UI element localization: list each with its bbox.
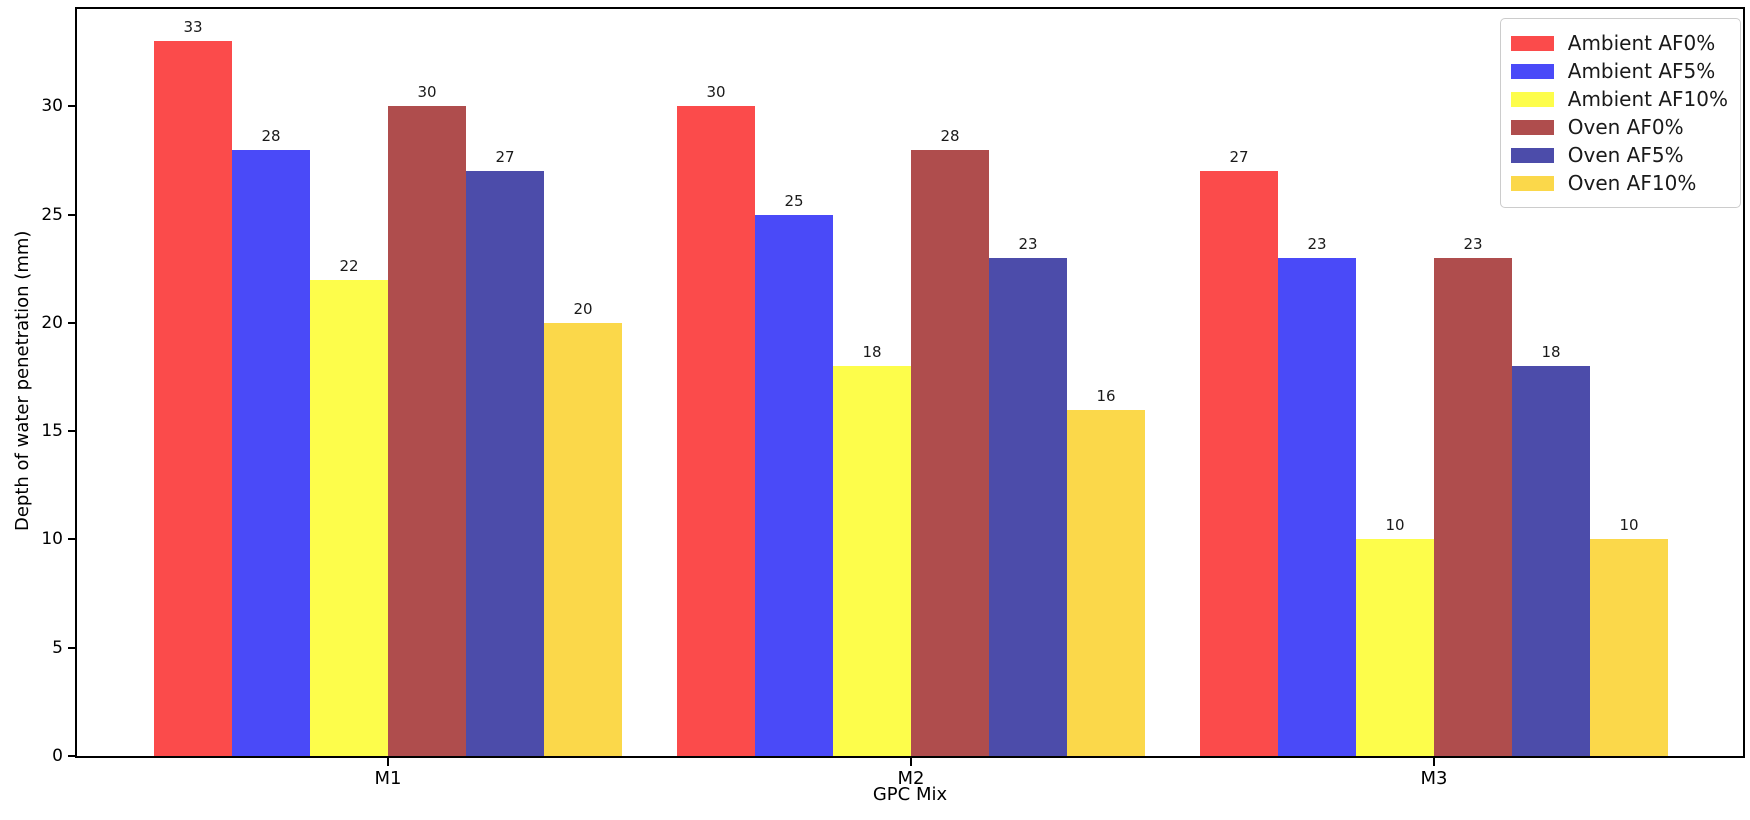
bar — [833, 366, 911, 756]
bar — [1590, 539, 1668, 756]
bar — [1434, 258, 1512, 756]
bar-value-label: 23 — [1463, 235, 1483, 253]
bar — [1278, 258, 1356, 756]
legend-label: Ambient AF10% — [1567, 87, 1728, 111]
bar — [544, 322, 622, 756]
bar — [1200, 171, 1278, 756]
legend-item: Oven AF0% — [1510, 115, 1728, 139]
legend-swatch — [1510, 35, 1554, 51]
legend-label: Oven AF0% — [1567, 115, 1684, 139]
legend-swatch — [1510, 147, 1554, 163]
bar-value-label: 27 — [1229, 148, 1249, 167]
bar — [755, 214, 833, 756]
y-tick-mark — [68, 755, 77, 757]
y-tick-label: 15 — [41, 421, 63, 442]
bar — [1512, 366, 1590, 756]
bar-value-label: 22 — [339, 256, 359, 275]
x-tick-label: M2 — [897, 768, 925, 789]
bar-value-label: 18 — [862, 343, 882, 362]
y-tick-label: 30 — [41, 96, 63, 117]
bar — [466, 171, 544, 756]
bar-value-label: 10 — [1619, 516, 1639, 535]
legend-item: Ambient AF0% — [1510, 31, 1728, 55]
bar-value-label: 25 — [784, 191, 804, 210]
bar-value-label: 23 — [1307, 235, 1327, 253]
bar — [388, 106, 466, 756]
y-tick-mark — [68, 538, 77, 541]
y-tick-mark — [68, 321, 77, 324]
bar — [1067, 409, 1145, 756]
y-tick-mark — [68, 430, 77, 433]
bar-value-label: 30 — [706, 83, 726, 102]
legend-item: Ambient AF5% — [1510, 59, 1728, 83]
y-tick-mark — [68, 213, 77, 216]
bar — [989, 258, 1067, 756]
y-tick-label: 5 — [52, 637, 63, 658]
legend-label: Oven AF5% — [1567, 143, 1684, 167]
legend-swatch — [1510, 91, 1554, 107]
y-tick-mark — [68, 105, 77, 108]
legend-swatch — [1510, 119, 1554, 135]
bar — [310, 279, 388, 756]
y-tick-label: 25 — [41, 204, 63, 225]
legend-swatch — [1510, 63, 1554, 79]
legend: Ambient AF0% Ambient AF5% Ambient AF10% Ove… — [1499, 18, 1741, 208]
bar-value-label: 33 — [183, 18, 203, 37]
x-tick-mark — [910, 758, 912, 766]
x-tick-label: M1 — [374, 768, 402, 789]
y-tick-label: 0 — [52, 746, 63, 766]
bar — [911, 149, 989, 756]
legend-item: Oven AF10% — [1510, 171, 1728, 195]
legend-item: Ambient AF10% — [1510, 87, 1728, 111]
bar — [677, 106, 755, 756]
bar-value-label: 27 — [495, 148, 515, 167]
y-tick-label: 20 — [41, 312, 63, 333]
legend-label: Ambient AF0% — [1567, 31, 1716, 55]
bar — [1356, 539, 1434, 756]
bar — [232, 149, 310, 756]
legend-label: Ambient AF5% — [1567, 59, 1716, 83]
legend-item: Oven AF5% — [1510, 143, 1728, 167]
bar-value-label: 28 — [940, 126, 960, 145]
bar-value-label: 28 — [261, 126, 281, 145]
bar-value-label: 16 — [1096, 386, 1116, 405]
bar — [154, 41, 232, 756]
x-tick-label: M3 — [1420, 768, 1448, 789]
y-tick-label: 10 — [41, 529, 63, 550]
bar-value-label: 20 — [573, 299, 593, 318]
x-axis-label: GPC Mix — [872, 784, 948, 805]
legend-label: Oven AF10% — [1567, 171, 1697, 195]
x-tick-mark — [1433, 758, 1435, 766]
bar-value-label: 23 — [1018, 235, 1038, 253]
bar-value-label: 10 — [1385, 516, 1405, 535]
bar-value-label: 18 — [1541, 343, 1561, 362]
y-tick-mark — [68, 646, 77, 649]
x-tick-mark — [387, 758, 389, 766]
legend-swatch — [1510, 175, 1554, 191]
bar-value-label: 30 — [417, 83, 437, 102]
plot-area: 0 5 10 15 20 25 30 33 28 22 30 27 20 M1 30 25 18 28 23 16 M2… — [41, 7, 1745, 789]
